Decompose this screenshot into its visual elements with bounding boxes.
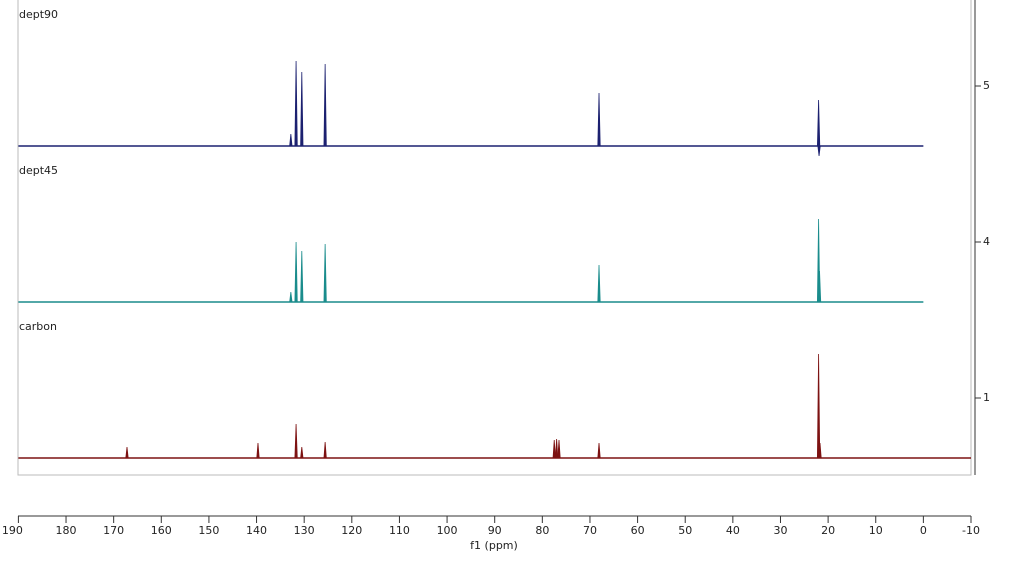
peak xyxy=(256,442,260,459)
x-tick-label: 50 xyxy=(678,524,692,537)
x-tick-label: 170 xyxy=(103,524,124,537)
peak xyxy=(597,264,601,303)
peak xyxy=(294,241,298,303)
peak xyxy=(300,446,304,459)
plot-frame xyxy=(17,0,972,476)
x-tick-label: 130 xyxy=(294,524,315,537)
x-tick-label: 80 xyxy=(535,524,549,537)
x-tick-label: 160 xyxy=(151,524,172,537)
peak xyxy=(289,133,293,147)
peak xyxy=(817,145,821,157)
peak xyxy=(817,270,822,303)
x-tick-label: 120 xyxy=(341,524,362,537)
x-tick-label: 90 xyxy=(488,524,502,537)
x-tick-label: 190 xyxy=(2,524,23,537)
x-tick-label: 0 xyxy=(920,524,927,537)
peak xyxy=(323,243,327,303)
peak xyxy=(818,442,822,459)
peak xyxy=(323,441,327,459)
peak xyxy=(300,71,304,147)
x-tick-label: -10 xyxy=(962,524,980,537)
x-tick-label: 10 xyxy=(869,524,883,537)
peak xyxy=(816,99,821,147)
spectrum-label: carbon xyxy=(19,320,57,333)
peak xyxy=(597,442,601,459)
spectrum-label: dept90 xyxy=(19,8,58,21)
x-tick-label: 70 xyxy=(583,524,597,537)
peak xyxy=(125,446,129,459)
peak xyxy=(294,423,298,459)
peak xyxy=(289,291,293,303)
x-tick-label: 40 xyxy=(726,524,740,537)
peak xyxy=(552,439,556,459)
spectrum-label: dept45 xyxy=(19,164,58,177)
x-tick-label: 110 xyxy=(389,524,410,537)
peak xyxy=(554,438,559,459)
x-tick-label: 150 xyxy=(198,524,219,537)
peak xyxy=(323,63,327,147)
peak xyxy=(300,250,304,303)
trace-label: 5 xyxy=(983,79,990,92)
x-tick-label: 100 xyxy=(437,524,458,537)
x-tick-label: 60 xyxy=(631,524,645,537)
x-tick-label: 20 xyxy=(821,524,835,537)
peak xyxy=(557,439,561,459)
trace-label: 1 xyxy=(983,391,990,404)
x-tick-label: 30 xyxy=(773,524,787,537)
x-tick-label: 180 xyxy=(56,524,77,537)
x-tick-label: 140 xyxy=(246,524,267,537)
peak xyxy=(597,92,601,147)
trace-label: 4 xyxy=(983,235,990,248)
peak xyxy=(816,353,821,459)
peak xyxy=(294,60,298,147)
x-axis-label: f1 (ppm) xyxy=(470,539,518,552)
